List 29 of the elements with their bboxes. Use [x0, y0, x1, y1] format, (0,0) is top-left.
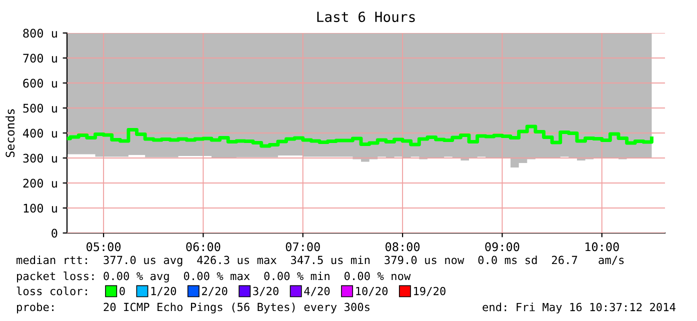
y-tick-label: 200 u: [23, 178, 57, 188]
legend-label: 19/20: [414, 286, 446, 296]
text: end: Fri May 16 10:37:12 2014: [482, 302, 676, 314]
chart-title: Last 6 Hours: [317, 12, 415, 22]
x-tick-label: 05:00: [86, 242, 121, 252]
text: median rtt: 377.0 us avg 426.3 us max 347.5 us min 379.0 us now 0.0 ms sd 26.7 am/s: [16, 256, 624, 266]
legend-label: 10/20: [356, 286, 388, 296]
y-tick-label: 800 u: [23, 28, 57, 38]
y-tick-label: 100 u: [24, 204, 57, 213]
legend-label: 3/20: [253, 286, 278, 296]
legend-title: loss color:: [16, 286, 87, 296]
x-tick-label: 06:00: [186, 242, 220, 252]
y-tick-label: 300 u: [23, 154, 57, 163]
y-tick-label: 0: [52, 228, 58, 238]
legend-label: 2/20: [202, 286, 228, 296]
text: packet loss: 0.00 % avg 0.00 % max 0.00 % min 0.00 % now: [17, 272, 411, 282]
y-axis-title: Seconds: [5, 109, 15, 158]
y-tick-label: 400 u: [23, 128, 57, 138]
y-tick-label: 700 u: [23, 54, 57, 63]
y-tick-label: 500 u: [23, 104, 57, 113]
x-tick-label: 10:00: [586, 242, 619, 252]
y-tick-label: 600 u: [23, 78, 57, 88]
x-tick-label: 07:00: [286, 242, 320, 252]
x-tick-label: 09:00: [485, 242, 520, 252]
legend-label: 0: [120, 286, 125, 296]
text: probe: 20 ICMP Echo Pings (56 Bytes) every 300s: [17, 302, 370, 314]
legend-label: 4/20: [304, 286, 330, 296]
legend-label: 1/20: [151, 286, 176, 296]
x-tick-label: 08:00: [386, 242, 420, 252]
